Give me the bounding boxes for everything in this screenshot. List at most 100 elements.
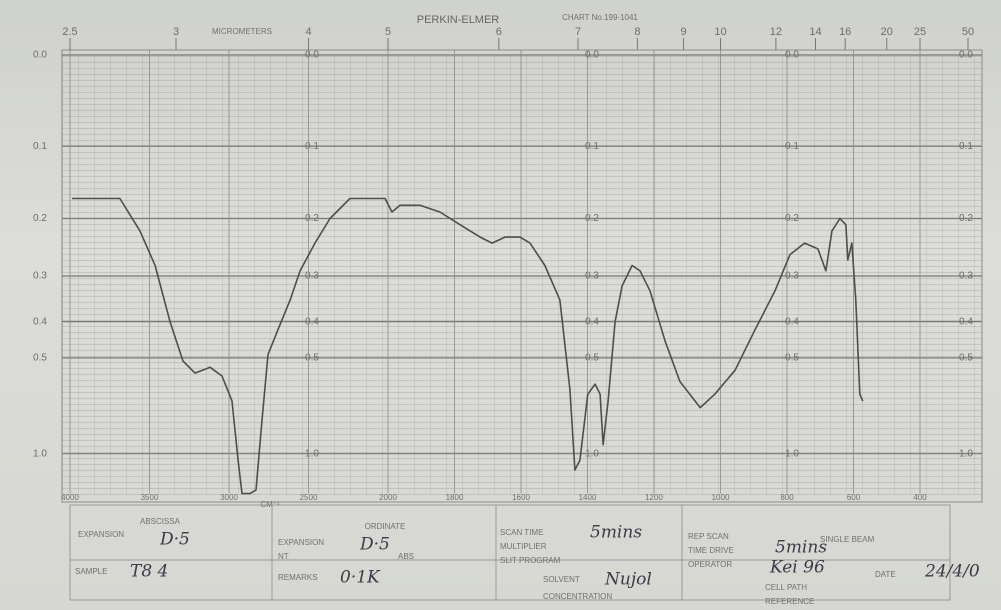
- form-value: D·5: [159, 530, 190, 550]
- x-tick-label: 1800: [446, 493, 464, 502]
- y-tick-label: 0.5: [305, 353, 319, 364]
- form-label: CONCENTRATION: [543, 592, 612, 601]
- x2-tick-label: 25: [914, 26, 926, 38]
- form-value: Kei 96: [769, 558, 825, 578]
- y-tick-label: 0.3: [305, 271, 319, 282]
- form-label: DATE: [875, 570, 896, 579]
- x-tick-label: 3500: [141, 493, 159, 502]
- x2-tick-label: 5: [385, 26, 391, 38]
- y-tick-label: 0.1: [585, 141, 599, 152]
- y-tick-label: 0.1: [33, 141, 47, 152]
- x2-tick-label: 4: [305, 26, 311, 38]
- y-tick-label: 0.5: [959, 353, 973, 364]
- y-tick-label: 1.0: [305, 448, 319, 459]
- x-tick-label: 1000: [712, 493, 730, 502]
- y-tick-label: 0.3: [33, 271, 47, 282]
- form-label: SOLVENT: [543, 575, 580, 584]
- x2-tick-label: 50: [962, 26, 974, 38]
- x-tick-label: 4000: [61, 493, 79, 502]
- x-tick-label: 2500: [300, 493, 318, 502]
- y-tick-label: 0.5: [33, 353, 47, 364]
- y-tick-label: 0.1: [785, 141, 799, 152]
- x-tick-label: 1400: [579, 493, 597, 502]
- form-label: REP SCAN: [688, 532, 729, 541]
- y-tick-label: 0.4: [785, 316, 799, 327]
- y-tick-label: 0.2: [305, 213, 319, 224]
- x-tick-label: 600: [847, 493, 861, 502]
- y-tick-label: 1.0: [585, 448, 599, 459]
- form-label: REMARKS: [278, 573, 318, 582]
- x2-tick-label: 3: [173, 26, 179, 38]
- form-label: EXPANSION: [278, 538, 324, 547]
- spectrum-line: [72, 197, 864, 495]
- x2-tick-label: 6: [496, 26, 502, 38]
- form-label: ORDINATE: [365, 522, 406, 531]
- x-tick-label: 800: [780, 493, 794, 502]
- y-tick-label: 0.0: [585, 50, 599, 61]
- chart-number: CHART No.199-1041: [562, 13, 638, 22]
- y-tick-label: 0.3: [785, 271, 799, 282]
- form-label: ABS: [398, 552, 414, 561]
- y-tick-label: 0.5: [585, 353, 599, 364]
- form-label: MULTIPLIER: [500, 542, 547, 551]
- y-tick-label: 1.0: [33, 448, 47, 459]
- form-label: SLIT PROGRAM: [500, 556, 561, 565]
- header: PERKIN-ELMER: [417, 14, 500, 26]
- form-value: 5mins: [590, 523, 642, 543]
- x2-tick-label: 2.5: [62, 26, 77, 38]
- y-tick-label: 0.4: [585, 316, 599, 327]
- y-tick-label: 0.0: [785, 50, 799, 61]
- form-value: Nujol: [604, 570, 652, 590]
- form-label: CELL PATH: [765, 583, 807, 592]
- form-value: D·5: [359, 535, 390, 555]
- y-tick-label: 0.5: [785, 353, 799, 364]
- x2-tick-label: 20: [881, 26, 893, 38]
- y-tick-label: 0.0: [959, 50, 973, 61]
- x-tick-label: 3000: [220, 493, 238, 502]
- x-label: CM⁻¹: [260, 500, 280, 509]
- form-label: SAMPLE: [75, 567, 107, 576]
- form-label: REFERENCE: [765, 597, 814, 606]
- y-tick-label: 0.2: [585, 213, 599, 224]
- y-tick-label: 0.4: [959, 316, 973, 327]
- form-label: NT: [278, 552, 289, 561]
- x-tick-label: 1200: [645, 493, 663, 502]
- x2-tick-label: 14: [809, 26, 821, 38]
- y-tick-label: 1.0: [959, 448, 973, 459]
- x-tick-label: 2000: [379, 493, 397, 502]
- y-tick-label: 0.4: [305, 316, 319, 327]
- form-label: ABSCISSA: [140, 517, 181, 526]
- x-tick-label: 400: [913, 493, 927, 502]
- form-label: EXPANSION: [78, 530, 124, 539]
- y-tick-label: 1.0: [785, 448, 799, 459]
- y-tick-label: 0.3: [585, 271, 599, 282]
- y-tick-label: 0.0: [305, 50, 319, 61]
- form-value: 5mins: [775, 538, 827, 558]
- x2-tick-label: 12: [770, 26, 782, 38]
- form-label: TIME DRIVE: [688, 546, 734, 555]
- form-label: OPERATOR: [688, 560, 732, 569]
- y-tick-label: 0.2: [33, 213, 47, 224]
- x2-tick-label: 16: [839, 26, 851, 38]
- x2-tick-label: 7: [575, 26, 581, 38]
- y-tick-label: 0.2: [785, 213, 799, 224]
- form-value: 24/4/0: [924, 562, 980, 582]
- y-tick-label: 0.3: [959, 271, 973, 282]
- x2-tick-label: 8: [634, 26, 640, 38]
- y-tick-label: 0.1: [305, 141, 319, 152]
- x-tick-label: 1600: [512, 493, 530, 502]
- x2-tick-label: 9: [680, 26, 686, 38]
- form-frame: [69, 504, 951, 601]
- x2-label: MICROMETERS: [212, 27, 272, 36]
- y-tick-label: 0.4: [33, 316, 47, 327]
- form-value: 0·1K: [340, 568, 381, 588]
- y-tick-label: 0.0: [33, 50, 47, 61]
- form-label: SINGLE BEAM: [820, 535, 875, 544]
- x2-tick-label: 10: [714, 26, 726, 38]
- y-tick-label: 0.2: [959, 213, 973, 224]
- form-label: SCAN TIME: [500, 528, 543, 537]
- form-value: T8 4: [130, 562, 168, 582]
